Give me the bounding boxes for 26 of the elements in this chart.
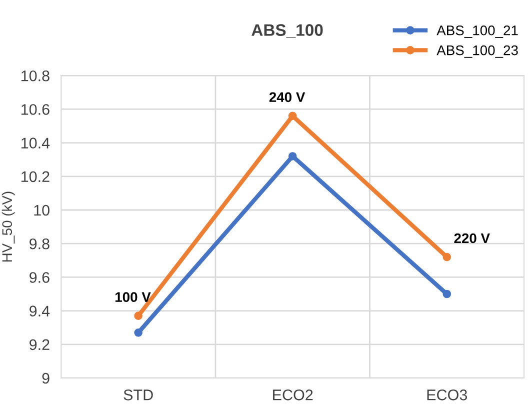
annotation: 240 V	[269, 92, 306, 102]
y-tick-label: 10.2	[22, 171, 50, 182]
y-tick-label: 9.6	[30, 272, 50, 283]
y-tick-label: 9	[42, 372, 50, 384]
point	[442, 252, 452, 262]
y-tick-label: 10.4	[22, 138, 50, 148]
point	[442, 290, 452, 298]
x-tick-label: STD	[124, 390, 153, 400]
x-tick-label: ECO2	[273, 390, 313, 400]
y-tick-label: 10.6	[22, 104, 50, 115]
legend-label: ABS_100_21	[436, 25, 518, 38]
y-tick-label: 10.8	[22, 70, 50, 82]
point	[134, 312, 142, 320]
annotation: 100 V	[115, 292, 151, 302]
point	[134, 328, 142, 337]
point	[288, 152, 297, 160]
legend-label: ABS_100_23	[436, 45, 518, 58]
y-tick-label: 10	[34, 204, 50, 216]
y-tick-label: 9.4	[30, 306, 50, 316]
y-axis-title: HV_50 (kV)	[2, 192, 15, 262]
y-tick-label: 9.2	[30, 339, 50, 350]
point	[288, 112, 297, 120]
x-tick-label: ECO3	[427, 390, 468, 400]
y-tick-label: 9.8	[30, 238, 50, 250]
chart-title: ABS_100	[252, 24, 323, 38]
annotation: 220 V	[454, 233, 490, 244]
